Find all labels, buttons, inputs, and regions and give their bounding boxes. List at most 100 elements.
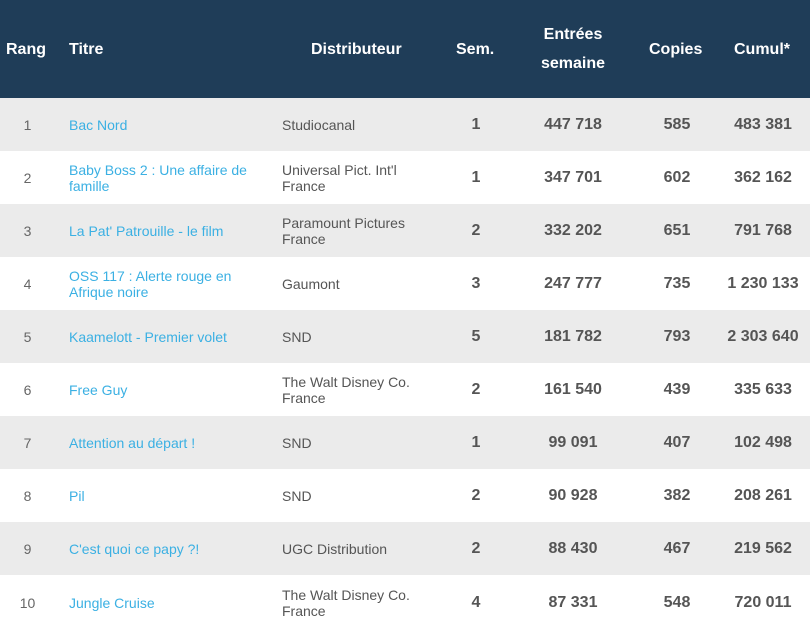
cell-titre: Baby Boss 2 : Une affaire de famille [69, 151, 269, 204]
cell-sem: 1 [471, 168, 481, 186]
cell-titre: La Pat' Patrouille - le film [69, 204, 269, 257]
cell-entrees: 247 777 [544, 274, 602, 292]
header-sem[interactable]: Sem. [456, 40, 495, 58]
cell-cumul: 102 498 [734, 433, 792, 451]
cell-distributeur: Universal Pict. Int'l France [282, 161, 397, 194]
cell-copies: 602 [663, 168, 691, 186]
cell-rang: 6 [23, 381, 32, 398]
cell-copies: 793 [663, 327, 691, 345]
table-row: 7 Attention au départ ! SND 1 99 091 407… [0, 416, 810, 469]
cell-sem: 4 [471, 594, 481, 611]
cell-cumul: 219 562 [734, 539, 792, 557]
table-body: 1 Bac Nord Studiocanal 1 447 718 585 483… [0, 98, 810, 627]
film-title-link[interactable]: Jungle Cruise [69, 595, 155, 611]
cell-entrees: 90 928 [548, 486, 598, 504]
cell-distributeur: The Walt Disney Co. France [282, 587, 410, 619]
cell-titre: Pil [69, 469, 269, 522]
cell-distributeur: SND [282, 434, 312, 451]
header-rang[interactable]: Rang [6, 40, 46, 58]
film-title-link[interactable]: OSS 117 : Alerte rouge en Afrique noire [69, 267, 232, 300]
cell-distributeur: SND [282, 328, 312, 345]
cell-cumul: 2 303 640 [727, 327, 799, 345]
cell-cumul: 791 768 [734, 221, 792, 239]
cell-sem: 1 [471, 115, 481, 133]
table-header: Rang Titre Distributeur Sem. Entrées sem… [0, 0, 810, 98]
cell-rang: 7 [23, 434, 32, 451]
cell-distributeur: Studiocanal [282, 116, 356, 133]
cell-entrees: 181 782 [544, 327, 602, 345]
cell-cumul: 1 230 133 [727, 274, 799, 292]
cell-copies: 467 [663, 539, 691, 557]
film-title-link[interactable]: Bac Nord [69, 116, 128, 133]
header-titre[interactable]: Titre [69, 40, 104, 58]
cell-entrees: 99 091 [548, 433, 598, 451]
cell-entrees: 161 540 [544, 380, 602, 398]
cell-titre: Jungle Cruise [69, 575, 269, 627]
cell-distributeur: UGC Distribution [282, 540, 388, 557]
cell-entrees: 88 430 [548, 539, 598, 557]
cell-sem: 2 [471, 486, 481, 504]
cell-rang: 8 [23, 487, 32, 504]
cell-entrees: 347 701 [544, 168, 602, 186]
cell-titre: C'est quoi ce papy ?! [69, 522, 269, 575]
table-row: 10 Jungle Cruise The Walt Disney Co. Fra… [0, 575, 810, 627]
table-row: 1 Bac Nord Studiocanal 1 447 718 585 483… [0, 98, 810, 151]
cell-copies: 382 [663, 486, 691, 504]
table-row: 2 Baby Boss 2 : Une affaire de famille U… [0, 151, 810, 204]
cell-copies: 585 [663, 115, 691, 133]
cell-cumul: 335 633 [734, 380, 792, 398]
cell-sem: 2 [471, 221, 481, 239]
film-title-link[interactable]: Attention au départ ! [69, 434, 196, 451]
film-title-link[interactable]: Kaamelott - Premier volet [69, 328, 227, 345]
cell-copies: 407 [663, 433, 691, 451]
cell-copies: 651 [663, 221, 691, 239]
table-row: 6 Free Guy The Walt Disney Co. France 2 … [0, 363, 810, 416]
cell-copies: 735 [663, 274, 691, 292]
cell-rang: 2 [23, 169, 32, 186]
cell-cumul: 720 011 [734, 594, 792, 611]
cell-sem: 2 [471, 380, 481, 398]
cell-cumul: 362 162 [734, 168, 792, 186]
table-row: 5 Kaamelott - Premier volet SND 5 181 78… [0, 310, 810, 363]
cell-rang: 5 [23, 328, 32, 345]
cell-rang: 9 [23, 540, 32, 557]
header-copies[interactable]: Copies [649, 40, 703, 58]
cell-sem: 2 [471, 539, 481, 557]
cell-titre: OSS 117 : Alerte rouge en Afrique noire [69, 257, 269, 310]
cell-rang: 3 [23, 222, 32, 239]
cell-titre: Attention au départ ! [69, 416, 269, 469]
cell-sem: 1 [471, 433, 481, 451]
film-title-link[interactable]: Baby Boss 2 : Une affaire de famille [69, 161, 247, 194]
header-cumul[interactable]: Cumul* [734, 40, 790, 58]
table-row: 3 La Pat' Patrouille - le film Paramount… [0, 204, 810, 257]
cell-distributeur: SND [282, 487, 312, 504]
film-title-link[interactable]: C'est quoi ce papy ?! [69, 540, 200, 557]
table-row: 4 OSS 117 : Alerte rouge en Afrique noir… [0, 257, 810, 310]
cell-titre: Bac Nord [69, 98, 269, 151]
cell-rang: 1 [23, 116, 32, 133]
cell-distributeur: Paramount Pictures France [282, 214, 405, 247]
cell-entrees: 447 718 [544, 115, 602, 133]
cell-sem: 5 [471, 327, 481, 345]
cell-entrees: 332 202 [544, 221, 602, 239]
cell-copies: 439 [663, 380, 691, 398]
cell-distributeur: Gaumont [282, 275, 340, 292]
table-row: 8 Pil SND 2 90 928 382 208 261 [0, 469, 810, 522]
film-title-link[interactable]: Pil [69, 487, 85, 504]
cell-titre: Free Guy [69, 363, 269, 416]
cell-copies: 548 [663, 594, 691, 611]
header-entrees-line1: Entrées [543, 26, 603, 43]
header-entrees-line2: semaine [540, 55, 606, 72]
film-title-link[interactable]: Free Guy [69, 381, 128, 398]
header-entrees[interactable]: Entrées semaine [533, 0, 613, 98]
film-title-link[interactable]: La Pat' Patrouille - le film [69, 222, 224, 239]
cell-titre: Kaamelott - Premier volet [69, 310, 269, 363]
header-distributeur[interactable]: Distributeur [311, 40, 402, 58]
cell-cumul: 483 381 [734, 115, 792, 133]
cell-sem: 3 [471, 274, 481, 292]
cell-cumul: 208 261 [734, 486, 792, 504]
cell-rang: 4 [23, 275, 32, 292]
cell-distributeur: The Walt Disney Co. France [282, 373, 410, 406]
cell-rang: 10 [19, 595, 36, 611]
